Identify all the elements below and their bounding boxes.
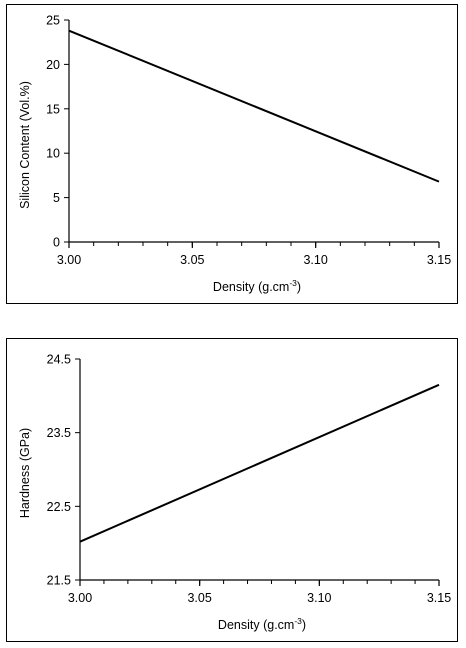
y-tick-label: 21.5 [47,574,71,588]
y-tick-label: 20 [46,58,60,72]
hardness-chart: Hardness (GPa) Density (g.cm-3) 21.5 22.5… [18,353,451,633]
x-tick-label: 3.05 [180,253,204,267]
x-tick-label: 3.10 [307,591,331,605]
silicon-content-chart-panel: Silicon Content (Vol.%) Density (g.cm-3)… [6,4,458,304]
series-line [79,383,440,543]
silicon-content-chart: Silicon Content (Vol.%) Density (g.cm-3)… [18,14,451,295]
y-tick-label: 5 [53,191,60,205]
y-tick-label: 23.5 [47,426,71,440]
y-tick-label: 22.5 [47,500,71,514]
y-tick-label: 24.5 [47,353,71,367]
x-tick-label: 3.10 [303,253,327,267]
series-line [68,29,440,183]
x-tick-label: 3.00 [57,253,81,267]
x-tick-label: 3.15 [427,253,451,267]
y-tick-label: 0 [53,236,60,250]
x-axis-title: Density (g.cm-3) [218,616,306,632]
y-axis-title: Silicon Content (Vol.%) [18,81,32,209]
y-axis-title: Hardness (GPa) [18,428,32,518]
y-tick-label: 25 [46,14,60,28]
y-tick-label: 10 [46,147,60,161]
x-tick-label: 3.15 [427,591,451,605]
y-tick-label: 15 [46,102,60,116]
x-axis-title: Density (g.cm-3) [213,278,301,294]
hardness-chart-panel: Hardness (GPa) Density (g.cm-3) 21.5 22.5… [6,338,458,642]
x-tick-label: 3.00 [68,591,92,605]
x-tick-label: 3.05 [187,591,211,605]
